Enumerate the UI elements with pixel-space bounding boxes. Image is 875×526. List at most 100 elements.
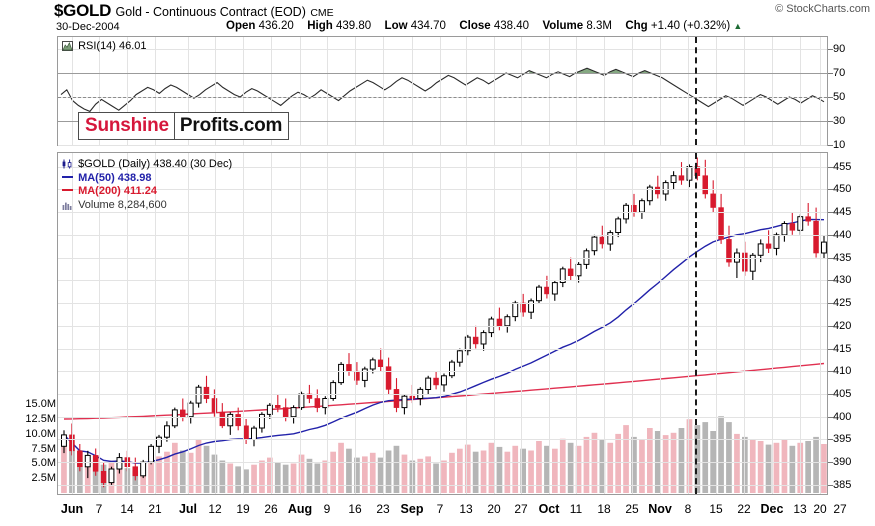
candlestick — [646, 184, 653, 206]
open-label: Open — [226, 20, 256, 32]
axis-tick — [828, 212, 833, 214]
x-axis-day-label: 25 — [625, 502, 639, 516]
axis-tick — [828, 234, 833, 236]
volume-bar — [354, 457, 360, 493]
volume-y-label: 5.0M — [31, 457, 56, 470]
volume-bar — [464, 444, 471, 493]
up-arrow-icon: ▲ — [733, 21, 743, 31]
volume-bar — [623, 425, 629, 493]
volume-bar — [306, 458, 313, 493]
axis-tick — [828, 416, 833, 418]
volume-bar — [203, 445, 210, 493]
volume-bar — [757, 441, 764, 493]
gridline-horizontal — [58, 145, 827, 146]
candlestick — [757, 239, 764, 263]
volume-y-label: 12.5M — [25, 413, 56, 426]
gridline-horizontal — [58, 49, 827, 50]
gridline-vertical — [576, 37, 577, 145]
candlestick — [275, 394, 281, 413]
axis-tick — [828, 462, 833, 464]
price-y-label: 395 — [833, 433, 852, 446]
volume-bar — [488, 442, 495, 493]
volume-bar — [639, 439, 645, 493]
candlestick — [77, 444, 83, 472]
candlestick — [108, 466, 115, 485]
gridline-vertical — [800, 153, 801, 494]
candlestick — [92, 448, 99, 476]
axis-tick — [828, 145, 833, 146]
price-y-label: 435 — [833, 251, 852, 264]
open-value: 436.20 — [258, 20, 294, 32]
axis-tick — [828, 189, 833, 191]
x-axis-day-label: 13 — [793, 502, 807, 516]
price-y-label: 390 — [833, 456, 852, 469]
ma50-swatch-icon — [62, 175, 73, 178]
candlestick-plot — [61, 157, 827, 493]
axis-tick — [828, 348, 833, 350]
candlestick — [528, 298, 535, 319]
gridline-vertical — [215, 37, 216, 145]
volume-y-label: 2.5M — [31, 472, 56, 485]
gridline-horizontal — [58, 189, 827, 191]
price-y-label: 415 — [833, 342, 852, 355]
volume-bar — [607, 442, 614, 493]
volume-bar — [362, 456, 368, 493]
gridline-horizontal — [58, 303, 827, 305]
price-legend-title: $GOLD (Daily) 438.40 (30 Dec) — [78, 158, 233, 170]
candlestick — [84, 450, 91, 479]
volume-bar — [559, 438, 566, 493]
volume-bar — [179, 450, 186, 493]
axis-tick — [828, 484, 833, 486]
gridline-vertical — [412, 37, 413, 145]
rsi-y-label: 70 — [833, 67, 846, 79]
candlestick — [180, 398, 186, 422]
price-y-label: 405 — [833, 387, 852, 400]
price-y-label: 430 — [833, 274, 852, 287]
gridline-vertical — [521, 153, 522, 494]
gridline-vertical — [494, 37, 495, 145]
volume-bar — [369, 452, 376, 493]
axis-tick — [828, 303, 833, 305]
gridline-vertical — [772, 37, 773, 145]
price-y-label: 440 — [833, 228, 852, 241]
axis-tick — [828, 393, 833, 395]
x-axis-day-label: 20 — [487, 502, 501, 516]
gridline-vertical — [155, 37, 156, 145]
watermark-sunshine: Sunshine — [79, 113, 175, 139]
gridline-vertical — [466, 153, 467, 494]
candlestick — [116, 453, 123, 474]
volume-bar — [77, 451, 83, 493]
volume-bar — [575, 445, 582, 493]
candlestick-icon — [62, 159, 72, 169]
volume-bar — [195, 439, 202, 493]
axis-tick — [828, 371, 833, 373]
gridline-vertical — [215, 153, 216, 494]
candlestick — [251, 425, 257, 447]
volume-bar — [702, 422, 709, 493]
volume-bar — [243, 469, 249, 493]
gridline-vertical — [383, 37, 384, 145]
candlestick — [670, 171, 677, 190]
gridline-vertical — [632, 153, 633, 494]
volume-bar — [385, 450, 392, 493]
candlestick — [425, 375, 432, 394]
price-volume-panel — [57, 152, 828, 495]
candlestick — [678, 162, 685, 185]
volume-bar — [457, 448, 463, 493]
volume-bar — [282, 464, 289, 493]
volume-bar — [433, 463, 439, 493]
volume-bar — [781, 439, 788, 493]
volume-bar — [654, 431, 661, 493]
candlestick — [338, 362, 345, 385]
gridline-vertical — [300, 153, 301, 494]
gridline-vertical — [300, 37, 301, 145]
gridline-vertical — [521, 37, 522, 145]
candlestick — [314, 389, 321, 413]
candlestick — [100, 462, 107, 488]
volume-bar — [132, 470, 139, 493]
volume-bar — [322, 460, 329, 493]
volume-bar — [314, 463, 321, 493]
gridline-vertical — [327, 37, 328, 145]
change-label: Chg — [625, 20, 648, 32]
x-axis-month-label: Jul — [178, 502, 198, 516]
